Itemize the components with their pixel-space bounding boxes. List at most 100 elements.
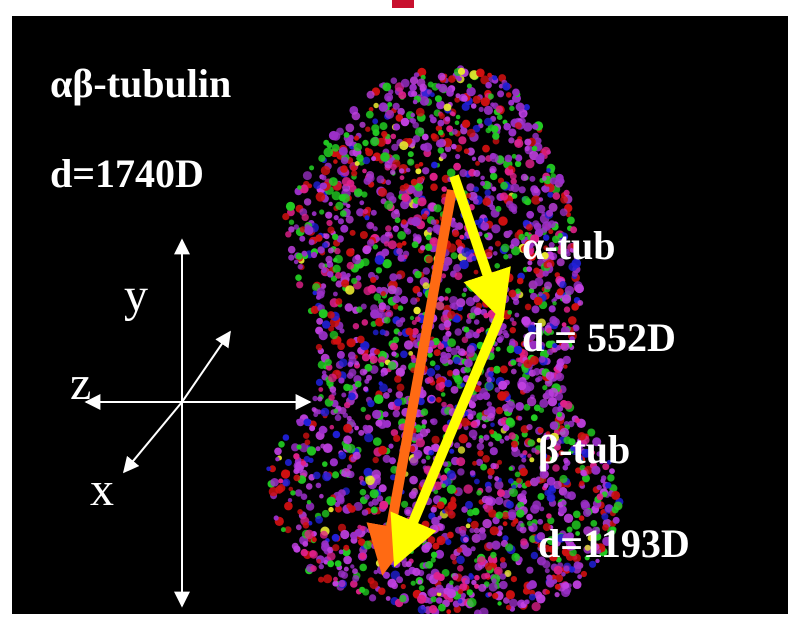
atom [511, 320, 517, 326]
atom [549, 456, 555, 462]
atom [438, 603, 446, 612]
atom [367, 284, 377, 294]
atom [447, 510, 456, 519]
atom [428, 449, 435, 456]
atom [409, 315, 415, 321]
atom [488, 582, 498, 592]
atom [360, 303, 367, 310]
atom [319, 530, 328, 539]
atom [495, 406, 504, 415]
atom [502, 424, 510, 432]
atom [354, 254, 361, 261]
atom [510, 368, 517, 375]
atom [591, 465, 601, 475]
atom [382, 411, 389, 418]
atom [329, 458, 338, 467]
atom [476, 442, 485, 451]
alpha-dipole-label: d = 552D [522, 315, 676, 360]
atom [555, 372, 565, 382]
atom [452, 229, 460, 238]
atom [354, 161, 360, 166]
atom [570, 243, 576, 249]
atom [472, 435, 477, 441]
atom [412, 135, 421, 143]
atom [508, 289, 517, 298]
atom [455, 153, 461, 160]
atom [340, 571, 349, 579]
atom [505, 417, 515, 427]
atom [521, 195, 530, 205]
atom [435, 597, 443, 604]
atom [565, 541, 576, 551]
atom [301, 213, 309, 222]
atom [285, 201, 296, 211]
atom [343, 423, 353, 433]
atom [269, 465, 276, 473]
atom [464, 358, 473, 368]
atom [509, 488, 518, 497]
atom [311, 211, 317, 217]
atom [441, 174, 450, 183]
atom [441, 186, 448, 192]
atom [497, 459, 503, 465]
atom [582, 474, 590, 483]
atom [346, 273, 351, 278]
atom [469, 470, 476, 476]
atom [458, 136, 467, 145]
atom [378, 187, 388, 197]
atom [434, 364, 441, 371]
atom [372, 409, 382, 419]
atom [518, 186, 526, 194]
atom [340, 271, 347, 278]
atom [390, 77, 398, 84]
atom [496, 114, 503, 120]
atom [295, 274, 302, 282]
atom [370, 321, 377, 327]
atom [495, 496, 504, 506]
atom [300, 460, 307, 466]
atom [510, 359, 517, 366]
atom [453, 162, 461, 171]
atom [446, 168, 456, 178]
atom [303, 432, 310, 439]
atom [380, 372, 385, 377]
atom [527, 324, 537, 333]
atom [528, 525, 534, 531]
atom [472, 295, 481, 303]
atom [408, 491, 417, 499]
atom [310, 251, 318, 259]
atom [364, 147, 370, 153]
atom [381, 130, 388, 138]
atom [325, 255, 333, 263]
atom [284, 501, 293, 511]
atom [352, 323, 360, 330]
atom [599, 546, 606, 552]
atom [321, 175, 327, 181]
atom [561, 322, 567, 328]
atom [506, 345, 515, 354]
atom [354, 188, 363, 197]
atom [433, 204, 442, 213]
atom [373, 102, 379, 109]
atom [460, 417, 470, 427]
atom [359, 121, 366, 128]
atom [317, 360, 327, 369]
atom [352, 575, 360, 582]
atom [401, 193, 410, 202]
atom [333, 291, 338, 297]
atom [509, 598, 518, 608]
atom [324, 358, 332, 366]
atom [555, 574, 563, 583]
atom [399, 175, 405, 181]
atom [429, 418, 435, 424]
atom [466, 128, 476, 138]
atom [486, 377, 492, 383]
atom [499, 580, 508, 590]
atom [509, 105, 515, 112]
atom [543, 234, 550, 241]
atom [552, 301, 557, 306]
atom [302, 541, 309, 547]
atom [396, 248, 403, 255]
atom [437, 343, 445, 350]
atom [446, 470, 456, 479]
